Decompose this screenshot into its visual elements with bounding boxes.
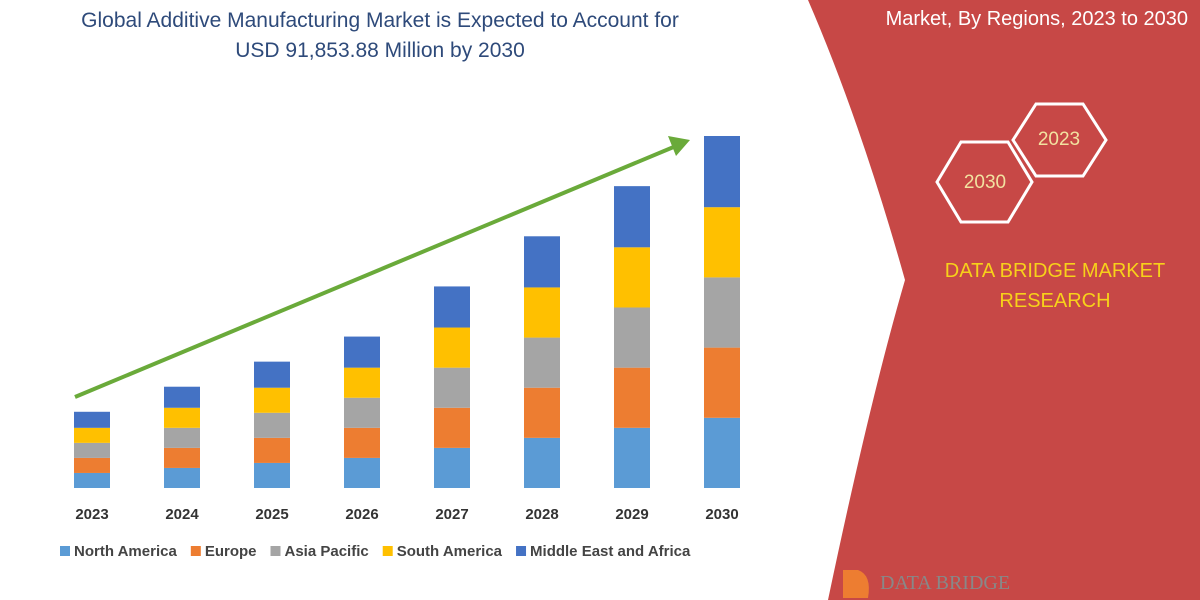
side-panel-bg xyxy=(808,0,1200,600)
legend-swatch xyxy=(382,546,393,556)
bar-segment xyxy=(254,387,290,413)
x-tick-label: 2030 xyxy=(705,506,738,523)
arrow-head xyxy=(668,136,690,156)
x-tick-label: 2024 xyxy=(165,506,199,523)
plot: 2023 2024 2025 2026 2027 2028 2029 2030 North Am… xyxy=(60,136,740,560)
legend-swatch xyxy=(270,546,281,556)
bar-segment xyxy=(254,361,290,388)
bar-segment xyxy=(524,236,560,288)
bar-segment xyxy=(74,427,110,443)
legend-label: North America xyxy=(74,543,177,560)
bar-segment xyxy=(164,386,200,408)
bar-segment xyxy=(524,337,560,388)
hexagon xyxy=(935,140,1034,224)
bar-segment xyxy=(614,247,650,308)
logo-text: DATA BRIDGE xyxy=(880,572,1011,594)
bar-segment xyxy=(614,427,650,488)
legend-label: South America xyxy=(397,543,503,560)
bar-segment xyxy=(74,411,110,428)
bar-segment xyxy=(614,186,650,248)
brand: DATA BRIDGE MARKET RESEARCH xyxy=(944,260,1166,312)
bar-segment xyxy=(74,472,110,488)
bar-segment xyxy=(434,367,470,408)
bar-segment xyxy=(524,437,560,488)
bar-segment xyxy=(704,417,740,488)
legend-label: Asia Pacific xyxy=(285,543,369,560)
subtitle: Market, By Regions, 2023 to 2030 xyxy=(885,8,1188,30)
legend-label: Middle East and Africa xyxy=(530,543,691,560)
bar-segment xyxy=(74,457,110,473)
bar-segment xyxy=(704,136,740,208)
bar-segment xyxy=(704,347,740,418)
bar-segment xyxy=(254,412,290,438)
bar-segment xyxy=(704,207,740,278)
bar-segment xyxy=(434,286,470,328)
bar-segment xyxy=(344,336,380,368)
bar-segment xyxy=(344,457,380,488)
bar-segment xyxy=(434,407,470,448)
legend-swatch xyxy=(516,546,527,556)
logo-icon xyxy=(843,570,869,598)
bar-segment xyxy=(524,287,560,338)
hex-label: 2030 xyxy=(964,172,1006,193)
x-tick-label: 2029 xyxy=(615,506,648,523)
bar-segment xyxy=(434,447,470,488)
bar-segment xyxy=(164,447,200,468)
legend-swatch xyxy=(60,546,70,556)
bar-segment xyxy=(344,367,380,398)
hexagon xyxy=(1011,102,1108,178)
bar-segment xyxy=(74,442,110,458)
chart-title: Global Additive Manufacturing Market is … xyxy=(81,9,679,62)
bar-segment xyxy=(434,327,470,368)
bar-segment xyxy=(344,397,380,428)
bar-segment xyxy=(164,427,200,448)
legend-swatch xyxy=(190,546,201,556)
bar-segment xyxy=(164,467,200,488)
bar-segment xyxy=(344,427,380,458)
x-tick-label: 2028 xyxy=(525,506,558,523)
x-tick-label: 2023 xyxy=(75,506,108,523)
hex-label: 2023 xyxy=(1038,129,1080,150)
bar-segment xyxy=(704,277,740,348)
bar-segment xyxy=(254,437,290,463)
x-tick-label: 2026 xyxy=(345,506,378,523)
x-tick-label: 2027 xyxy=(435,506,468,523)
bar-segment xyxy=(254,462,290,488)
bar-segment xyxy=(614,307,650,368)
bar-segment xyxy=(524,387,560,438)
trend-arrow xyxy=(74,144,677,399)
x-tick-label: 2025 xyxy=(255,506,288,523)
bar-segment xyxy=(164,407,200,428)
legend-label: Europe xyxy=(205,543,257,560)
bar-segment xyxy=(614,367,650,428)
